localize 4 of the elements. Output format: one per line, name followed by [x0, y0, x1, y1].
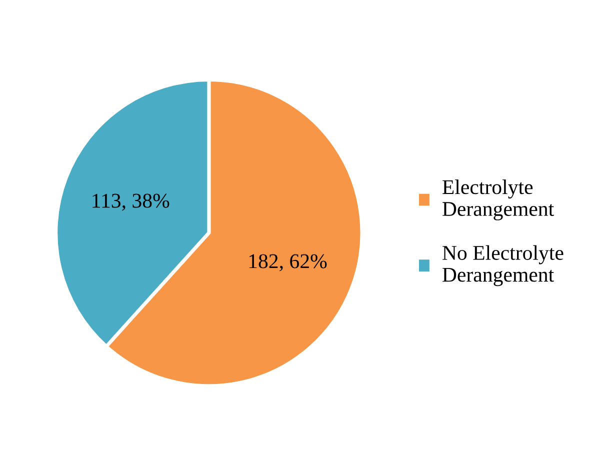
data-label: 113, 38% [92, 194, 170, 211]
legend-label: Electrolyte Derangement [442, 180, 554, 220]
data-label: 182, 62% [249, 254, 327, 272]
legend-label: No Electrolyte Derangement [442, 245, 564, 286]
